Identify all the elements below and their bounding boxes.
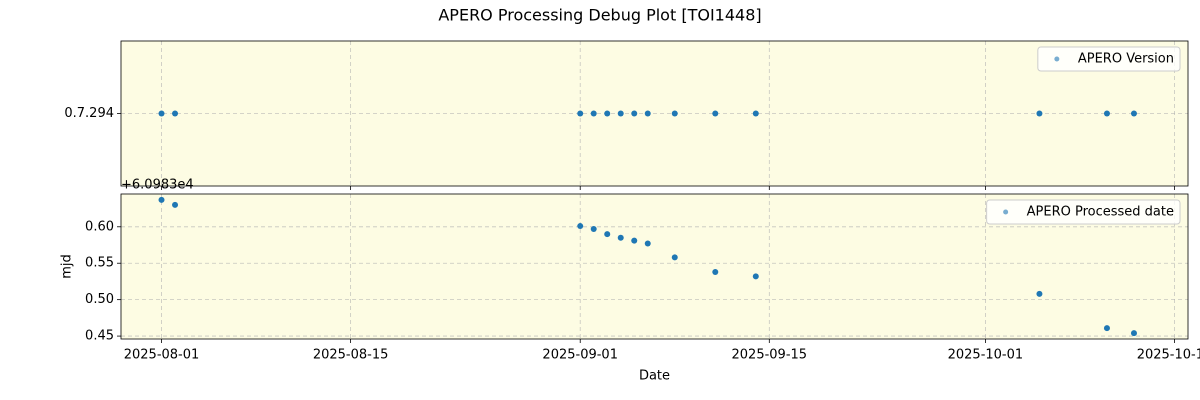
point [604,110,611,117]
point [752,273,759,280]
point [752,110,759,117]
y-tick-label: 0.7.294 [64,106,114,121]
x-tick-label: 2025-08-15 [313,348,389,363]
point [617,110,624,117]
point [617,234,624,241]
legend-label: APERO Version [1078,52,1174,67]
point [158,110,165,117]
axes-frame [120,193,1189,340]
point [712,268,719,275]
y-axis-label: mjd [60,254,75,279]
legend-box [1037,46,1181,72]
point [604,231,611,238]
x-tick-label: 2025-10-15 [1137,348,1200,363]
point [577,223,584,230]
point [1036,290,1043,297]
point [1036,110,1043,117]
legend-box [986,199,1181,225]
point [631,110,638,117]
x-tick-label: 2025-10-01 [948,348,1024,363]
x-tick-label: 2025-09-15 [732,348,808,363]
y-offset-label: +6.0983e4 [121,178,194,193]
point [671,254,678,261]
y-tick-label: 0.55 [85,256,114,271]
point [577,110,584,117]
point [158,196,165,203]
point [1130,330,1137,337]
point [671,110,678,117]
legend: APERO Version [1037,46,1181,72]
y-tick-label: 0.50 [85,292,114,307]
point [644,110,651,117]
x-tick-label: 2025-09-01 [542,348,618,363]
legend-label: APERO Processed date [1027,205,1174,220]
point [644,240,651,247]
legend-marker [1003,209,1009,215]
x-axis-label: Date [639,369,670,384]
point [1103,110,1110,117]
axes-frame [120,40,1189,187]
point [712,110,719,117]
y-tick-label: 0.45 [85,329,114,344]
point [1130,110,1137,117]
x-tick-label: 2025-08-01 [124,348,200,363]
point [172,110,179,117]
point [631,237,638,244]
point [172,201,179,208]
point [1103,325,1110,332]
point [590,225,597,232]
legend-marker [1054,56,1060,62]
figure-title: APERO Processing Debug Plot [TOI1448] [438,6,761,25]
point [590,110,597,117]
legend: APERO Processed date [986,199,1181,225]
y-tick-label: 0.60 [85,219,114,234]
